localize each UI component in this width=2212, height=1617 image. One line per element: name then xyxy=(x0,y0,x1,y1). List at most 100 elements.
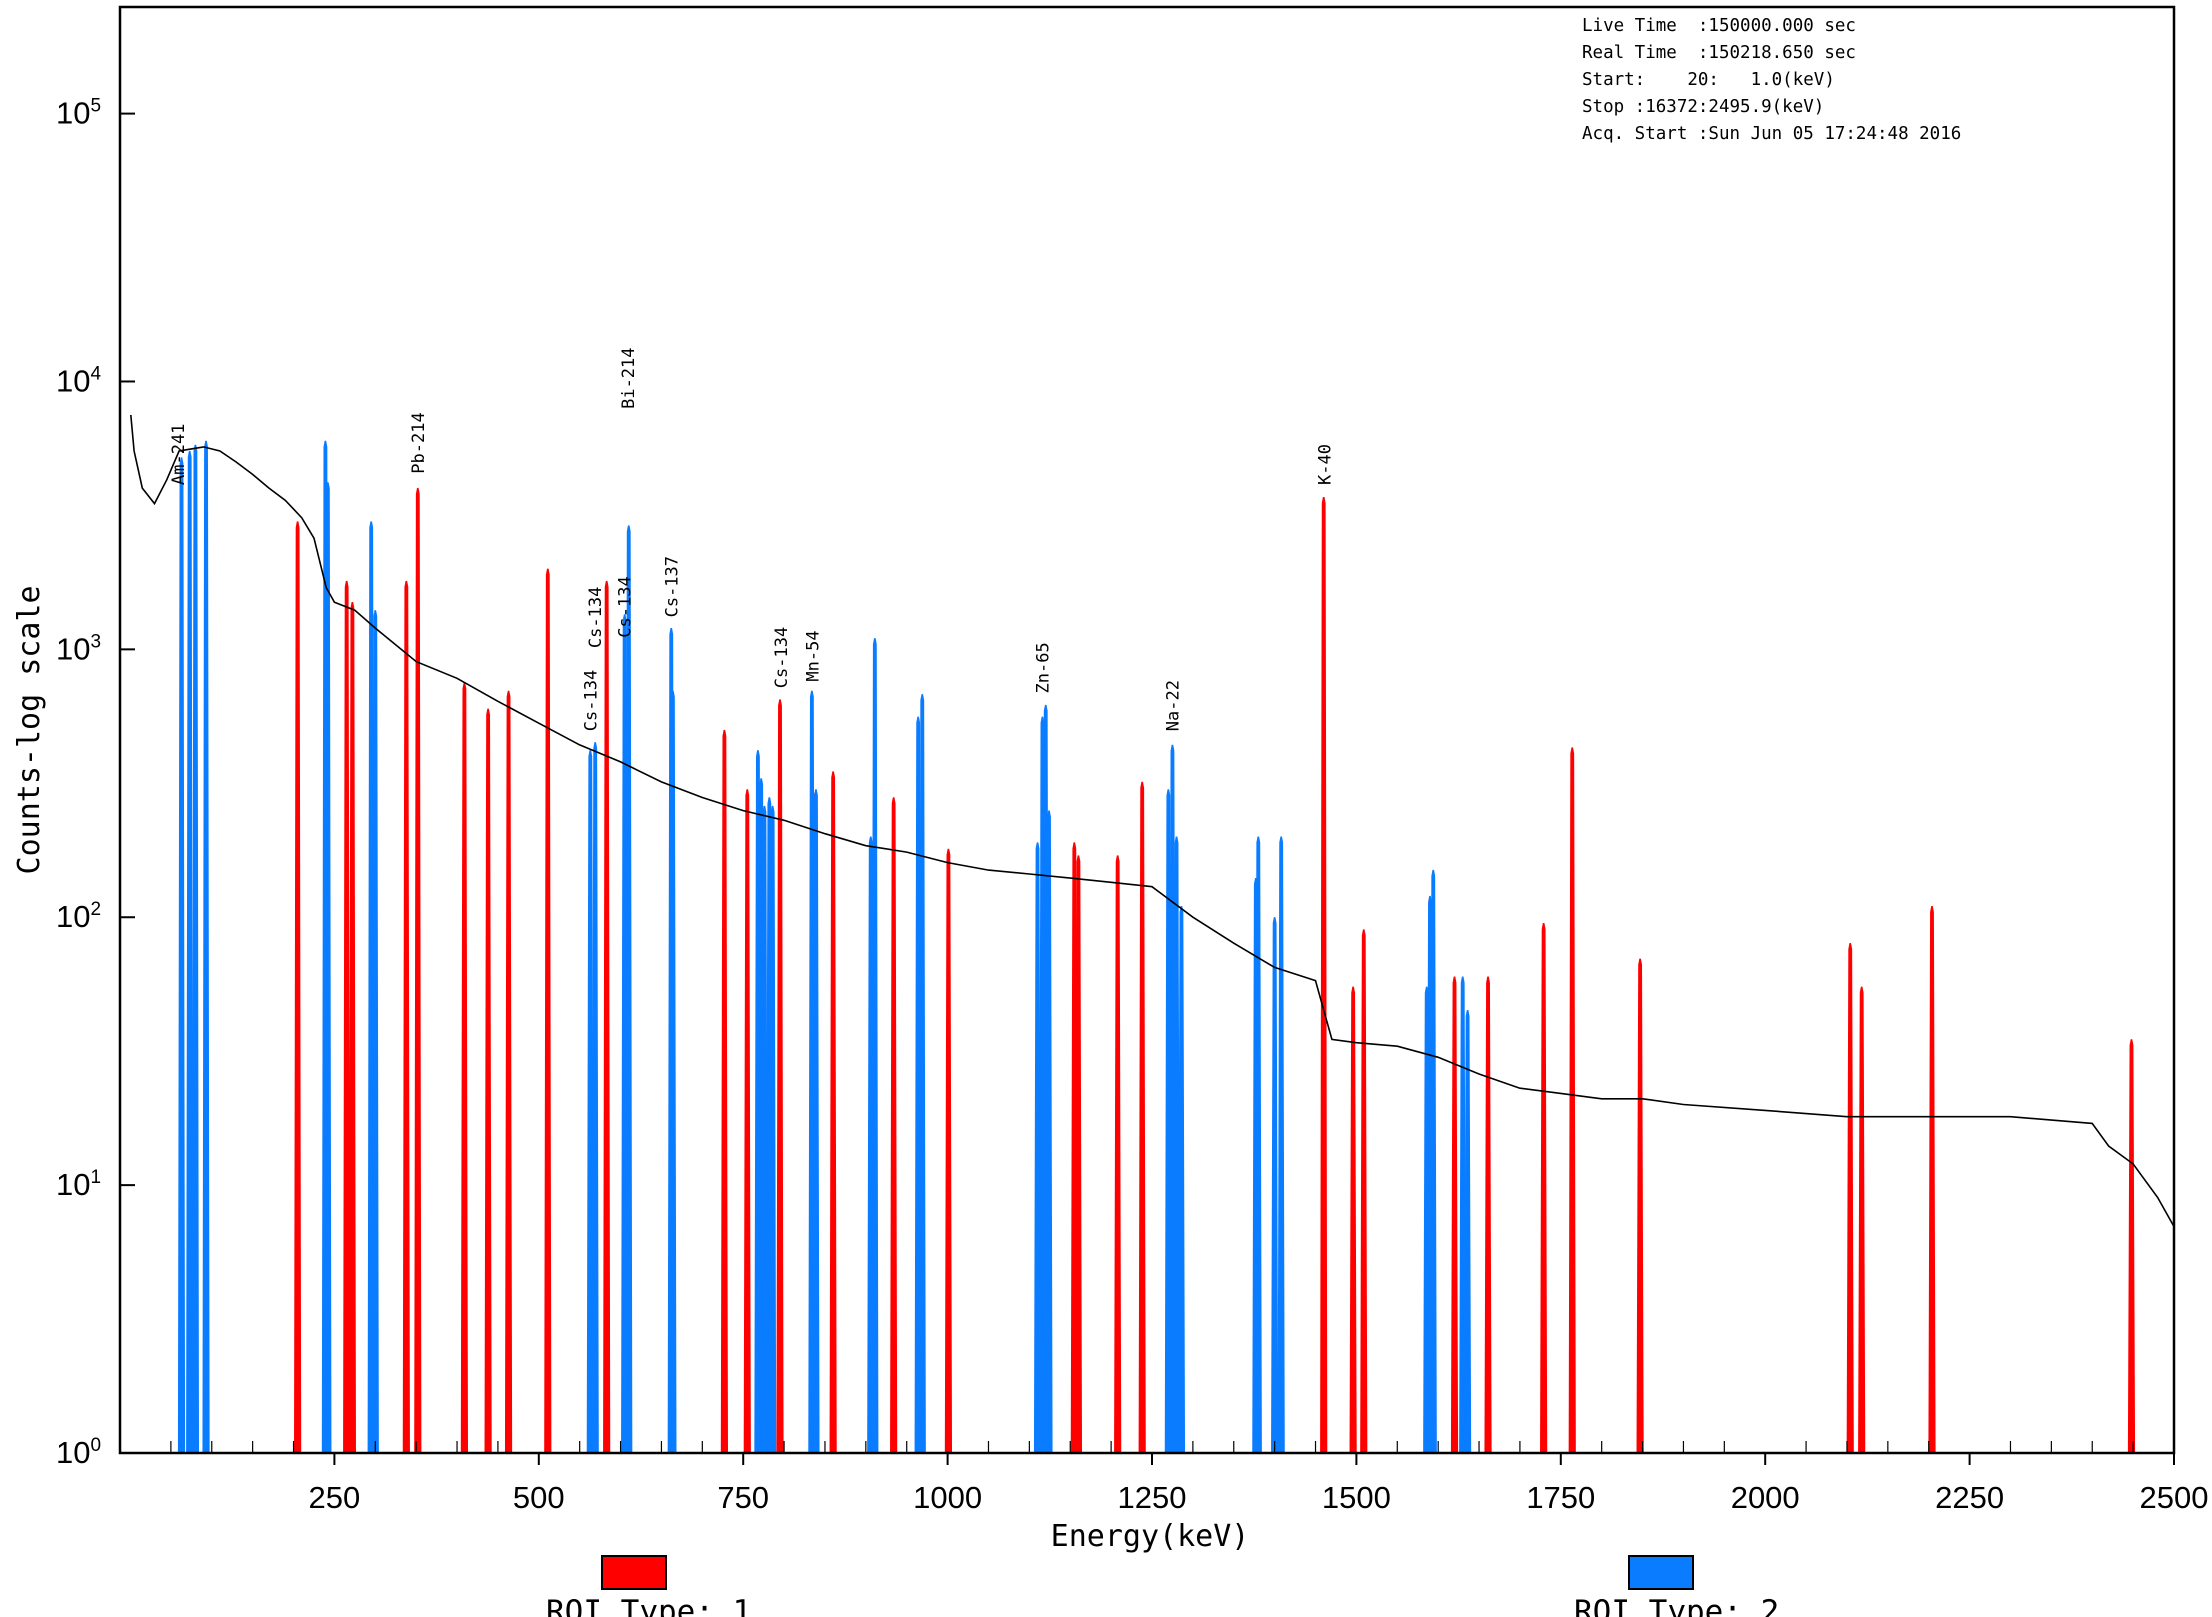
info-real-time: Real Time :150218.650 sec xyxy=(1582,43,1856,63)
roi-2-peak xyxy=(1429,869,1437,1454)
isotope-label: Am-241 xyxy=(169,424,189,485)
legend-label-roi-1: ROI Type: 1 xyxy=(546,1594,751,1617)
roi-2-peak xyxy=(202,440,210,1454)
x-tick-label: 2000 xyxy=(1731,1480,1800,1515)
y-tick-label: 100 xyxy=(56,1435,101,1470)
x-tick-label: 1000 xyxy=(913,1480,982,1515)
roi-1-peak xyxy=(1636,958,1644,1454)
roi-1-peak xyxy=(343,580,351,1454)
isotope-annotations: Am-241 Pb-214 Bi-214 Cs-134 Cs-134 Cs-134 Cs-1… xyxy=(169,347,1335,731)
isotope-label: K-40 xyxy=(1316,444,1336,485)
roi-1-peak xyxy=(1928,906,1936,1454)
roi-1-peak xyxy=(603,580,611,1454)
isotope-label: Cs-134 xyxy=(581,670,601,731)
roi-2-peak xyxy=(871,638,879,1454)
roi-1-peak xyxy=(504,690,513,1454)
roi-1-peak xyxy=(890,797,898,1454)
roi-type-2-peaks xyxy=(177,440,1472,1454)
roi-1-peak xyxy=(1858,986,1866,1454)
roi-2-peak xyxy=(324,482,332,1454)
roi-2-peak xyxy=(186,450,194,1454)
y-tick-label: 105 xyxy=(56,96,101,131)
roi-1-peak xyxy=(414,487,422,1454)
roi-1-peak xyxy=(944,848,953,1454)
roi-1-peak xyxy=(1074,855,1083,1454)
roi-1-peak xyxy=(294,521,302,1454)
roi-2-peak xyxy=(1277,836,1285,1454)
roi-2-peak xyxy=(669,690,677,1454)
isotope-label: Cs-134 xyxy=(616,576,636,637)
y-tick-label: 103 xyxy=(56,631,101,666)
legend-swatch-roi-1 xyxy=(601,1555,667,1590)
x-tick-label: 2500 xyxy=(2140,1480,2209,1515)
isotope-label: Cs-137 xyxy=(662,556,682,617)
x-tick-label: 1750 xyxy=(1526,1480,1595,1515)
roi-2-peak xyxy=(1463,1009,1472,1454)
x-axis-ticks: 250 500 750 1000 1250 1500 1750 2000 2250 2500 xyxy=(170,1441,2209,1515)
roi-1-peak xyxy=(2127,1039,2136,1454)
roi-1-peak xyxy=(544,568,552,1454)
y-tick-label: 102 xyxy=(56,899,101,934)
roi-1-peak xyxy=(829,771,837,1454)
isotope-label: Bi-214 xyxy=(619,347,639,408)
roi-1-peak xyxy=(484,708,492,1454)
roi-2-peak xyxy=(1045,810,1053,1454)
isotope-label: Cs-134 xyxy=(586,587,606,648)
y-axis-ticks: 100 101 102 103 104 105 xyxy=(56,96,135,1470)
info-start: Start: 20: 1.0(keV) xyxy=(1582,70,1835,90)
roi-2-peak xyxy=(812,789,820,1454)
x-tick-label: 250 xyxy=(309,1480,361,1515)
x-tick-label: 2250 xyxy=(1935,1480,2004,1515)
y-tick-label: 101 xyxy=(56,1167,101,1202)
legend: ROI Type: 1 ROI Type: 2 xyxy=(546,1555,1779,1617)
x-axis-label: Energy(keV) xyxy=(1051,1519,1250,1554)
roi-1-peak xyxy=(348,602,356,1454)
isotope-label: Na-22 xyxy=(1163,680,1183,731)
roi-1-peak xyxy=(1349,986,1357,1454)
legend-swatch-roi-2 xyxy=(1628,1555,1694,1590)
y-axis-label: Counts-log scale xyxy=(12,586,47,875)
roi-2-peak xyxy=(625,525,633,1454)
isotope-label: Mn-54 xyxy=(804,630,824,681)
isotope-label: Cs-134 xyxy=(772,627,792,688)
roi-2-peak xyxy=(769,805,777,1454)
roi-1-peak xyxy=(776,699,784,1454)
y-tick-label: 104 xyxy=(56,363,101,398)
roi-1-peak xyxy=(402,580,410,1454)
x-tick-label: 750 xyxy=(717,1480,769,1515)
roi-1-peak xyxy=(460,682,469,1454)
roi-2-peak xyxy=(918,694,926,1454)
roi-2-peak xyxy=(371,610,379,1454)
roi-1-peak xyxy=(720,729,728,1454)
x-tick-label: 1500 xyxy=(1322,1480,1391,1515)
plot-frame xyxy=(118,5,2176,1455)
roi-2-peak xyxy=(1271,917,1279,1454)
roi-1-peak xyxy=(1114,855,1122,1454)
roi-2-peak xyxy=(177,457,186,1454)
acquisition-info: Live Time :150000.000 sec Real Time :150… xyxy=(1582,16,1961,144)
roi-2-peak xyxy=(191,444,200,1454)
roi-1-peak xyxy=(1846,943,1854,1454)
isotope-label: Pb-214 xyxy=(409,412,429,473)
roi-1-peak xyxy=(1320,497,1328,1454)
info-acq-start: Acq. Start :Sun Jun 05 17:24:48 2016 xyxy=(1582,124,1961,144)
roi-1-peak xyxy=(1138,781,1146,1454)
roi-1-peak xyxy=(1484,976,1492,1454)
info-stop: Stop :16372:2495.9(keV) xyxy=(1582,97,1824,117)
roi-1-peak xyxy=(1540,923,1548,1454)
roi-2-peak xyxy=(1177,906,1186,1454)
info-live-time: Live Time :150000.000 sec xyxy=(1582,16,1856,36)
roi-1-peak xyxy=(1568,747,1576,1454)
roi-1-peak xyxy=(1360,929,1368,1454)
x-tick-label: 500 xyxy=(513,1480,565,1515)
roi-1-peak xyxy=(1450,976,1459,1454)
roi-2-peak xyxy=(1254,836,1262,1454)
roi-2-peak xyxy=(591,742,599,1454)
isotope-label: Zn-65 xyxy=(1033,642,1053,693)
x-tick-label: 1250 xyxy=(1118,1480,1187,1515)
spectrum-line xyxy=(130,414,2175,1227)
legend-label-roi-2: ROI Type: 2 xyxy=(1574,1594,1779,1617)
roi-1-peak xyxy=(743,789,751,1454)
